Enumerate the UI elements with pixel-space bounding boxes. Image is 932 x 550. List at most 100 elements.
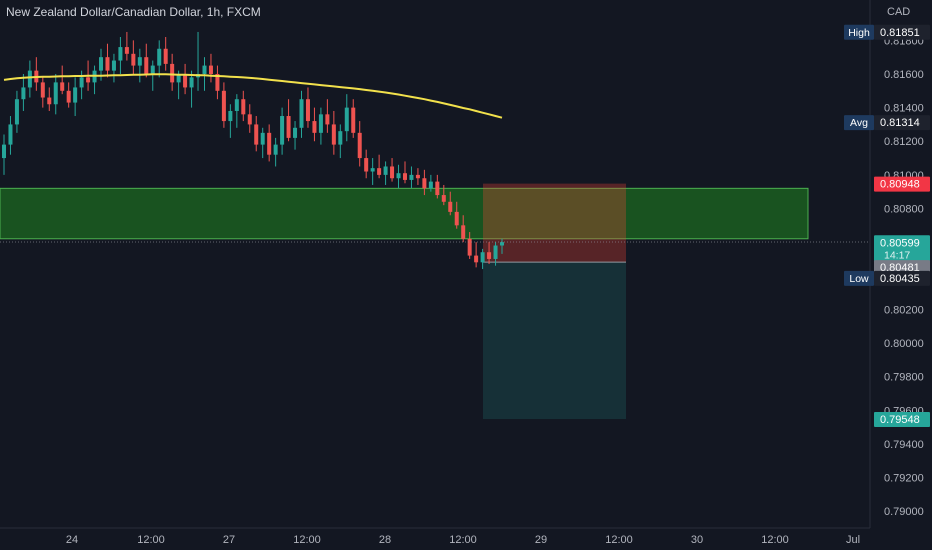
candle-body — [208, 65, 213, 74]
candle — [137, 48, 142, 83]
candle-body — [189, 77, 194, 88]
candle-body — [60, 82, 65, 91]
candle-body — [267, 132, 272, 155]
candle — [208, 53, 213, 83]
candle — [402, 161, 407, 184]
countdown-text: 14:17 — [884, 249, 910, 261]
candle-body — [144, 57, 149, 74]
candle-body — [493, 245, 498, 259]
candle-body — [247, 114, 252, 125]
take-profit-area[interactable] — [483, 262, 626, 420]
candle-body — [448, 201, 453, 212]
candle-body — [234, 99, 239, 111]
candle-body — [422, 178, 427, 189]
candle-body — [66, 90, 71, 103]
candle-body — [293, 127, 298, 138]
candle-body — [176, 73, 181, 83]
stop-loss-area[interactable] — [483, 183, 626, 263]
candle — [189, 70, 194, 108]
candle-body — [402, 173, 407, 180]
candle — [383, 161, 388, 185]
candle-body — [454, 211, 459, 226]
time-tick-label: 29 — [535, 534, 547, 546]
candle-body — [390, 166, 395, 179]
candle-body — [428, 181, 433, 189]
candle — [221, 82, 226, 128]
candle — [435, 174, 440, 199]
time-tick-label: 30 — [691, 534, 703, 546]
candle-body — [183, 73, 188, 88]
time-tick-label: 12:00 — [449, 534, 477, 546]
stop-value-badge: 0.80948 — [874, 176, 930, 192]
candle — [428, 174, 433, 192]
candle — [364, 149, 369, 179]
high-label-text: High — [848, 27, 870, 39]
candle — [105, 43, 110, 78]
candle-body — [273, 144, 278, 155]
candle-body — [318, 114, 323, 133]
candle — [215, 65, 220, 100]
candle — [338, 124, 343, 159]
candle — [53, 73, 58, 115]
candle — [47, 87, 52, 111]
price-tick-label: 0.80000 — [884, 338, 924, 350]
candle — [131, 40, 136, 74]
candle — [260, 127, 265, 159]
candle — [254, 116, 259, 152]
candle-body — [53, 82, 58, 105]
candle — [228, 104, 233, 138]
candle-body — [14, 99, 19, 125]
candle-body — [325, 114, 330, 125]
moving-average-line — [3, 73, 503, 119]
target-value-text: 0.79548 — [880, 414, 920, 426]
candle-body — [383, 166, 388, 175]
candle-body — [157, 48, 162, 66]
candle-body — [435, 181, 440, 196]
candle-body — [47, 97, 52, 105]
candle — [183, 63, 188, 95]
candle — [118, 36, 123, 74]
candle — [441, 184, 446, 206]
candle-body — [99, 57, 104, 71]
price-tick-label: 0.81600 — [884, 69, 924, 81]
candle-body — [396, 173, 401, 179]
candle — [124, 31, 129, 61]
time-axis[interactable] — [0, 528, 932, 550]
candle — [202, 57, 207, 91]
candlestick-series — [1, 31, 505, 270]
candle-body — [118, 47, 123, 61]
avg-label-badge: Avg — [844, 115, 874, 131]
time-tick-label: 12:00 — [293, 534, 321, 546]
time-tick-label: 28 — [379, 534, 391, 546]
time-ticks: 24 12:00 27 12:00 28 12:00 29 12:00 30 12:00 Jul — [66, 534, 860, 546]
candle-body — [467, 238, 472, 256]
target-value-badge: 0.79548 — [874, 412, 930, 428]
high-value-text: 0.81851 — [880, 27, 920, 39]
candle-body — [137, 57, 142, 66]
price-tick-label: 0.79800 — [884, 372, 924, 384]
candle — [467, 232, 472, 259]
candle — [454, 201, 459, 229]
candle — [170, 53, 175, 91]
candle — [344, 94, 349, 142]
time-tick-label: Jul — [846, 534, 860, 546]
candle — [40, 77, 45, 108]
candle — [487, 242, 492, 264]
candle-body — [370, 168, 375, 172]
candle-body — [170, 63, 175, 83]
candle-body — [86, 77, 91, 83]
candle — [351, 99, 356, 138]
support-zone-rect[interactable] — [0, 187, 809, 240]
low-label-text: Low — [849, 273, 869, 285]
support-zone-layer — [0, 187, 809, 240]
candle-body — [131, 53, 136, 66]
short-position-tool[interactable] — [483, 183, 626, 420]
candle — [1, 134, 7, 175]
candle-body — [357, 132, 362, 159]
candle-body — [215, 73, 220, 91]
price-badges: High 0.81851 Avg 0.81314 0.80948 0.8059914:17… — [844, 24, 930, 428]
candle — [474, 242, 479, 268]
candle-body — [105, 57, 110, 71]
